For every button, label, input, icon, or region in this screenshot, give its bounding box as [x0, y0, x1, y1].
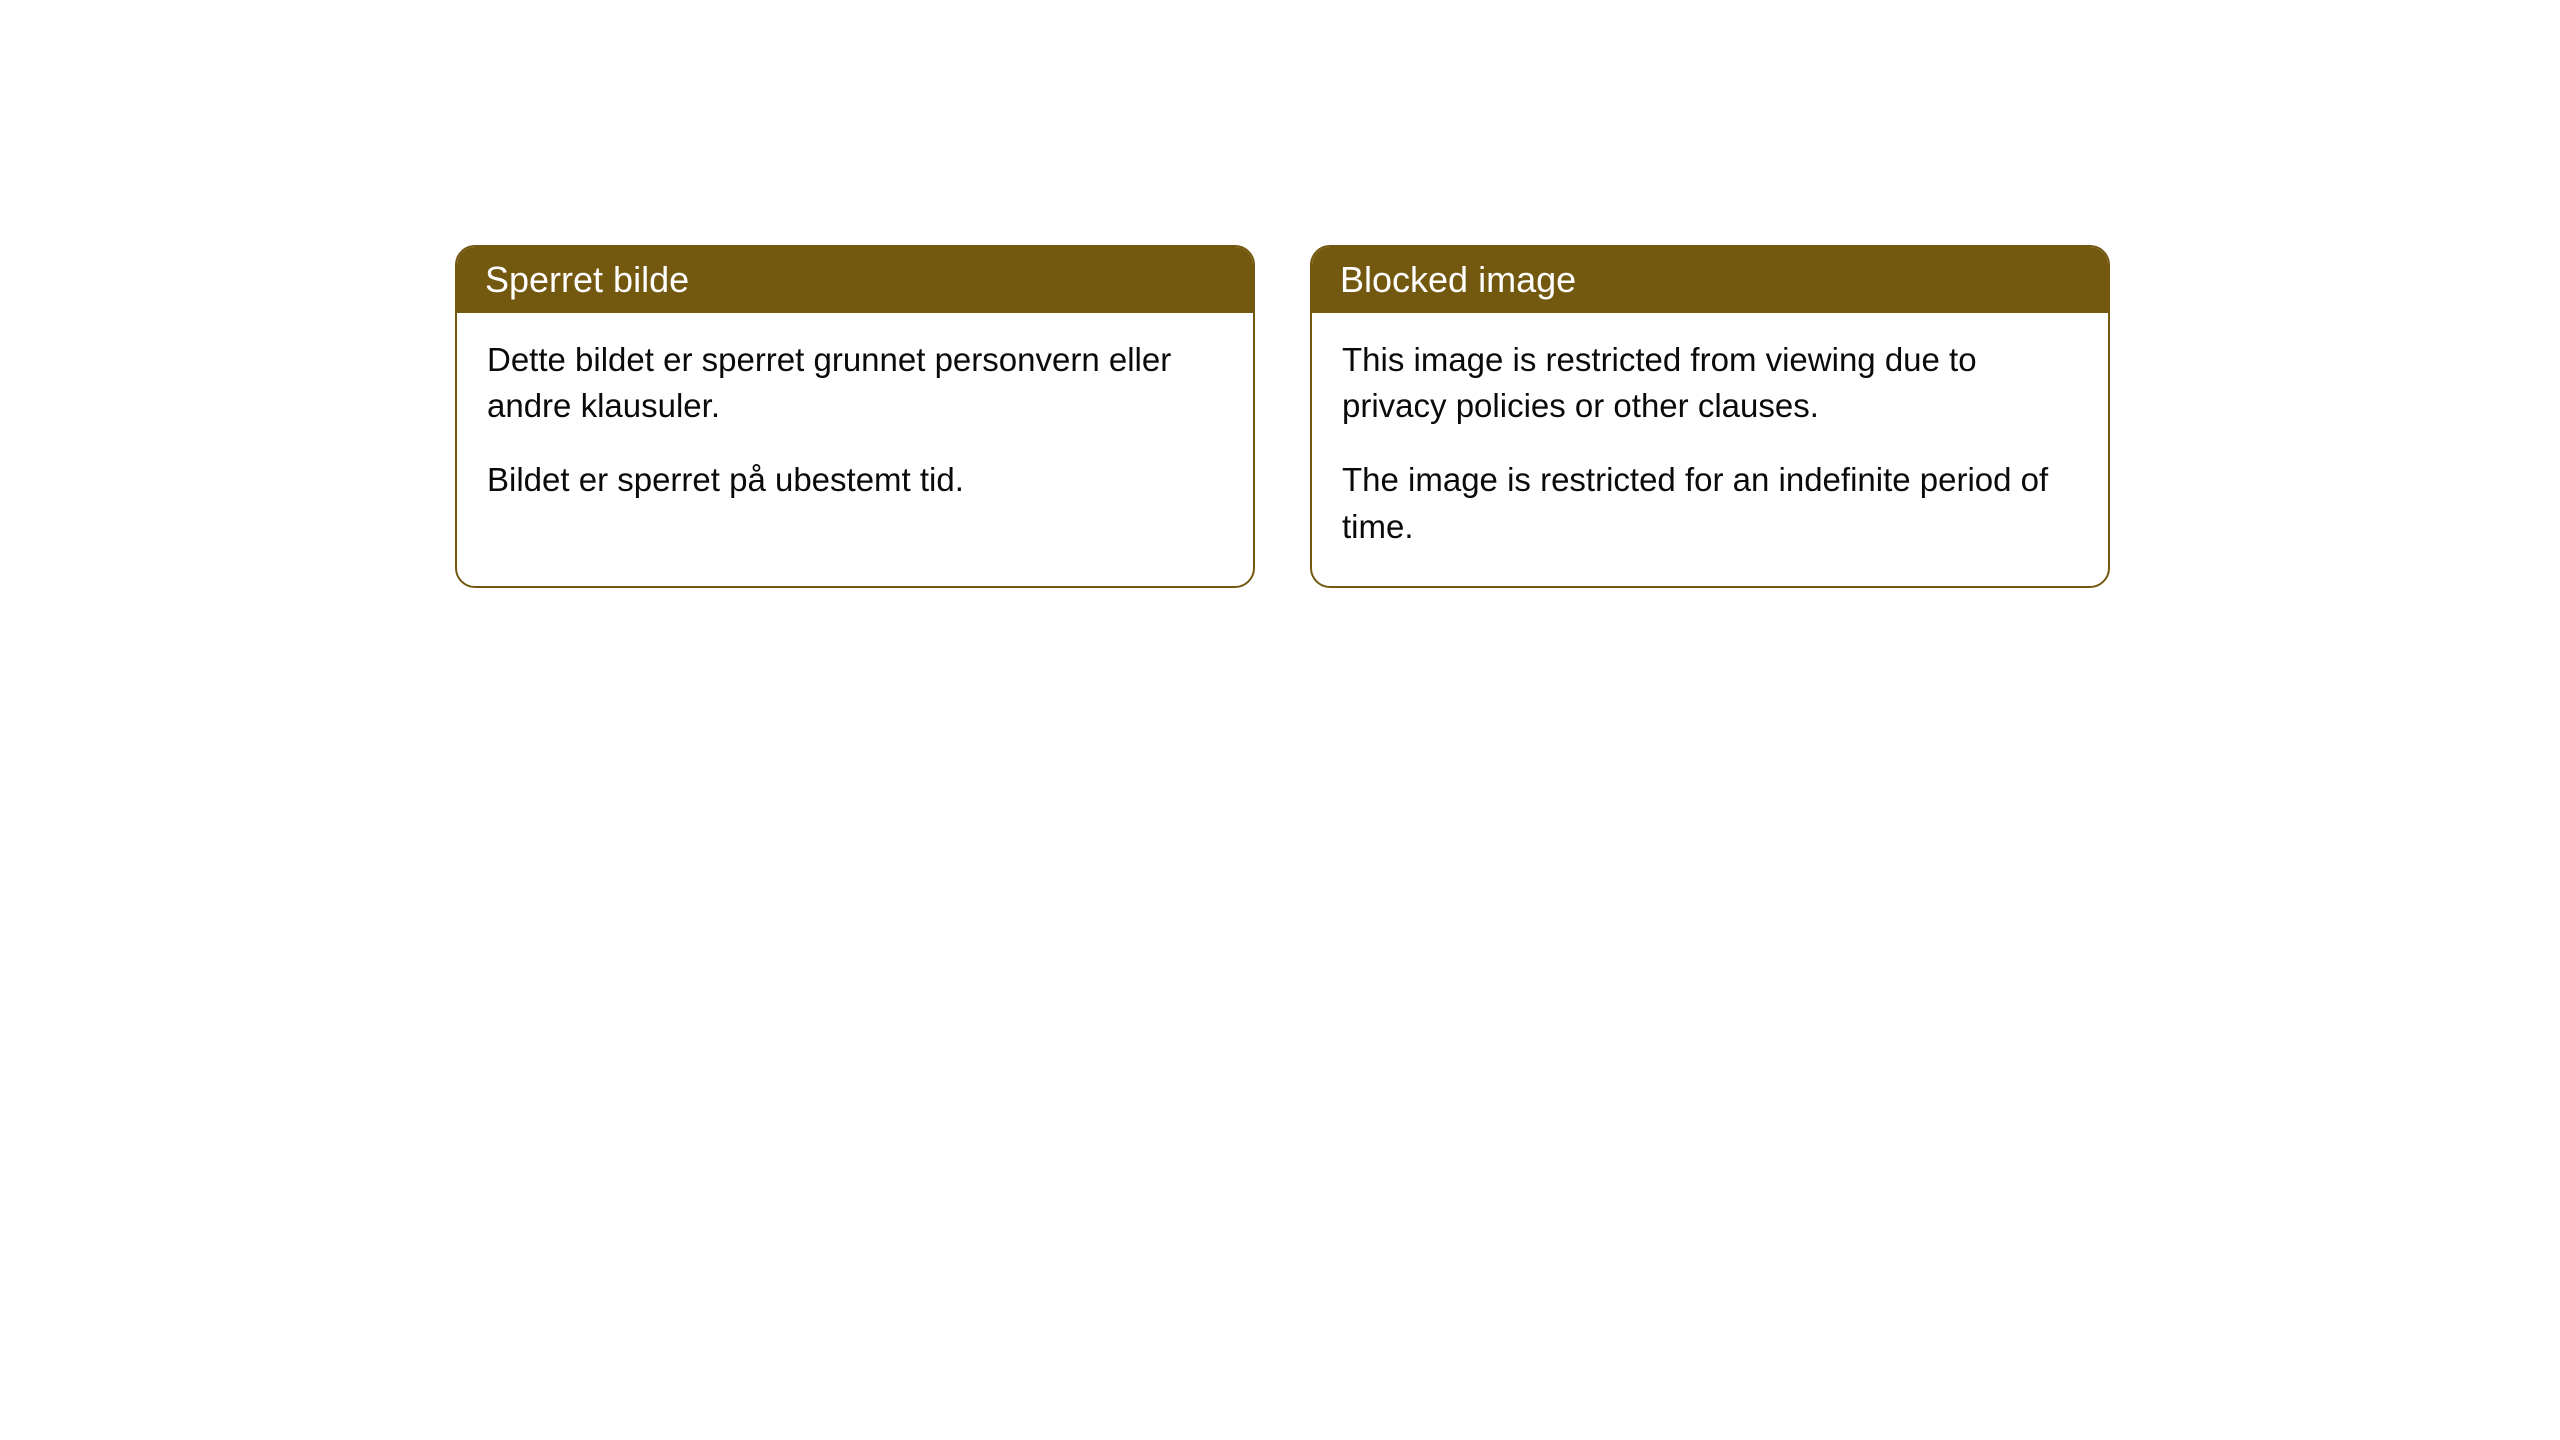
card-body: Dette bildet er sperret grunnet personve… — [457, 313, 1253, 540]
notice-card-english: Blocked image This image is restricted f… — [1310, 245, 2110, 588]
notice-card-norwegian: Sperret bilde Dette bildet er sperret gr… — [455, 245, 1255, 588]
notice-cards-container: Sperret bilde Dette bildet er sperret gr… — [455, 245, 2560, 588]
card-header: Blocked image — [1312, 247, 2108, 313]
card-paragraph: Bildet er sperret på ubestemt tid. — [487, 457, 1223, 503]
card-title: Sperret bilde — [485, 259, 689, 300]
card-header: Sperret bilde — [457, 247, 1253, 313]
card-title: Blocked image — [1340, 259, 1576, 300]
card-paragraph: Dette bildet er sperret grunnet personve… — [487, 337, 1223, 429]
card-paragraph: This image is restricted from viewing du… — [1342, 337, 2078, 429]
card-body: This image is restricted from viewing du… — [1312, 313, 2108, 586]
card-paragraph: The image is restricted for an indefinit… — [1342, 457, 2078, 549]
